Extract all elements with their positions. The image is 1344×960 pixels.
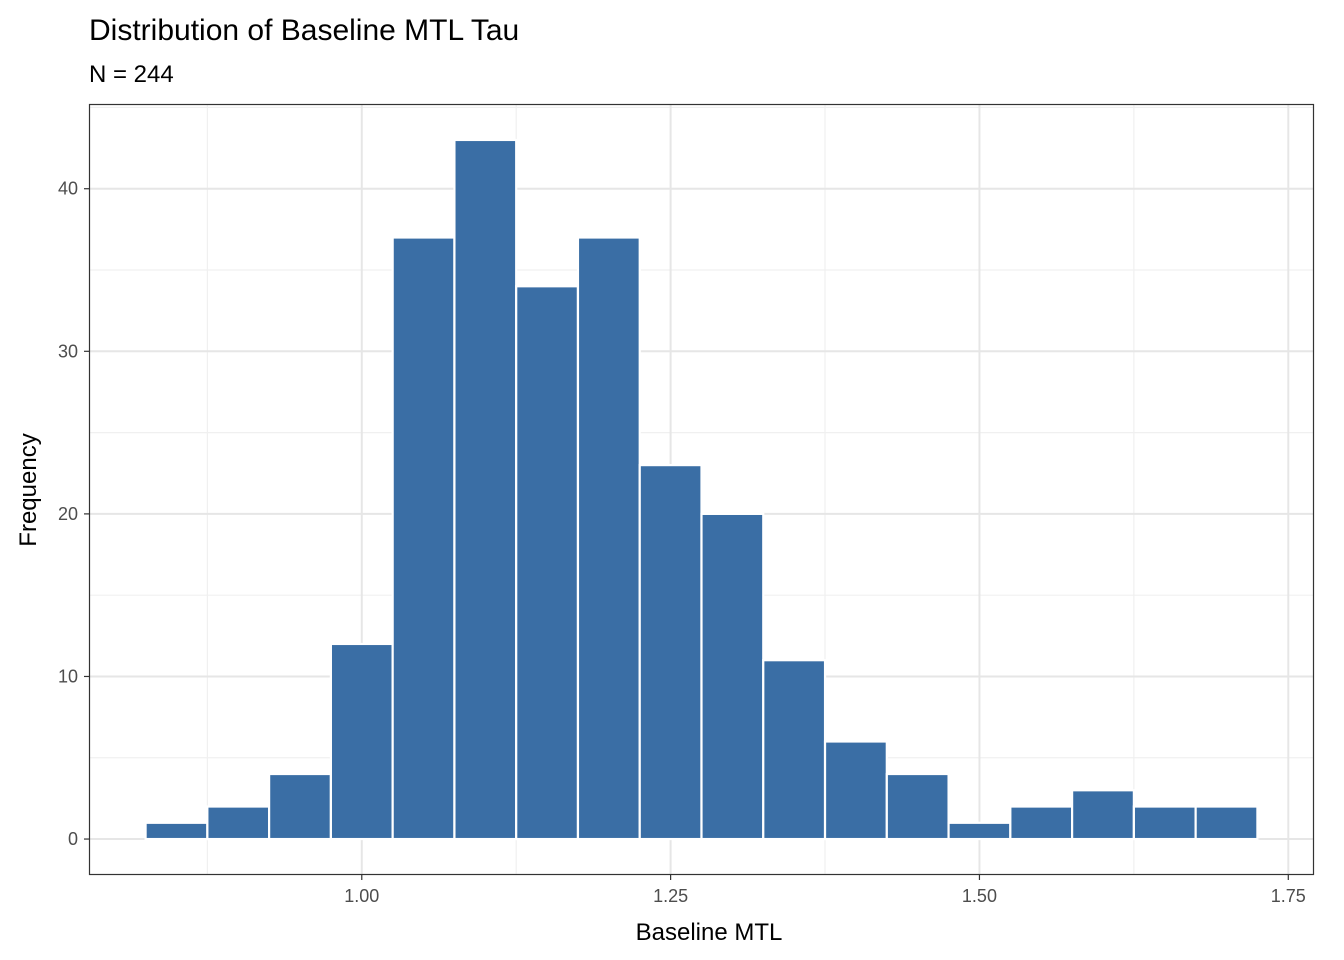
x-axis-title: Baseline MTL: [636, 919, 783, 946]
histogram-bar: [144, 821, 209, 841]
histogram-bar: [576, 236, 641, 841]
y-tick-label: 40: [58, 179, 78, 199]
histogram-bar: [700, 512, 765, 841]
panel-border: [88, 103, 1315, 876]
histogram-bars: [144, 138, 1259, 841]
histogram-bar: [1194, 805, 1259, 841]
histogram-bar: [885, 772, 950, 841]
y-tick-label: 10: [58, 666, 78, 686]
x-tick-label: 1.25: [653, 886, 688, 906]
histogram-bar: [823, 740, 888, 841]
y-axis-title: Frequency: [15, 433, 42, 546]
chart-title: Distribution of Baseline MTL Tau: [89, 14, 519, 47]
y-tick-label: 20: [58, 504, 78, 524]
chart-subtitle: N = 244: [89, 61, 174, 88]
histogram-bar: [391, 236, 456, 841]
histogram-bar: [268, 772, 332, 841]
histogram-bar: [762, 659, 827, 841]
histogram-bar: [1071, 789, 1135, 841]
histogram-bar: [206, 805, 271, 841]
y-tick-label: 0: [68, 829, 78, 849]
histogram-bar: [329, 642, 394, 841]
histogram-bar: [1009, 805, 1074, 841]
y-axis: 0 10 20 30 40: [58, 179, 90, 849]
x-axis: 1.00 1.25 1.50 1.75: [344, 874, 1306, 906]
histogram-bar: [453, 138, 518, 841]
x-tick-label: 1.00: [344, 886, 379, 906]
histogram-bar: [515, 285, 580, 841]
histogram-bar: [1132, 805, 1197, 841]
y-tick-label: 30: [58, 341, 78, 361]
histogram-bar: [947, 821, 1012, 841]
histogram-bar: [638, 464, 703, 841]
x-tick-label: 1.75: [1271, 886, 1306, 906]
x-tick-label: 1.50: [962, 886, 997, 906]
